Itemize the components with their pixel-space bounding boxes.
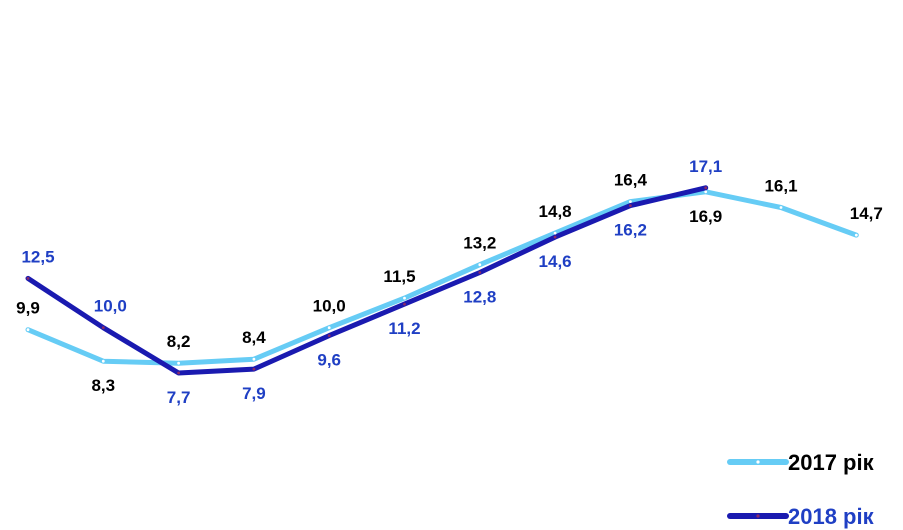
data-label-1-6: 12,8	[463, 288, 496, 307]
series-line-2017-рік	[25, 189, 859, 366]
data-label-0-7: 14,8	[539, 202, 572, 221]
data-label-0-0: 9,9	[16, 299, 40, 318]
data-label-1-2: 7,7	[167, 388, 191, 407]
legend-item-2018: 2018 рік	[727, 504, 875, 529]
legend: 2017 рік 2018 рік	[727, 450, 875, 529]
data-label-1-3: 7,9	[242, 384, 266, 403]
data-point-1-0	[26, 277, 30, 280]
data-point-0-5	[403, 296, 406, 300]
data-point-0-1	[101, 359, 105, 363]
marker-layer	[26, 186, 858, 375]
data-point-0-11	[854, 233, 858, 237]
legend-label-2018: 2018 рік	[788, 504, 875, 529]
data-label-1-0: 12,5	[21, 247, 54, 266]
data-point-1-9	[704, 186, 708, 190]
data-point-1-7	[553, 235, 557, 239]
data-label-1-7: 14,6	[539, 252, 572, 271]
data-point-0-8	[629, 200, 632, 204]
data-point-0-10	[779, 206, 783, 209]
legend-item-2017: 2017 рік	[727, 450, 875, 475]
series-line-2018-рік	[25, 185, 709, 376]
data-label-1-9: 17,1	[689, 157, 722, 176]
data-label-1-1: 10,0	[94, 297, 127, 316]
data-point-0-3	[252, 357, 256, 361]
data-label-0-8: 16,4	[614, 171, 648, 190]
data-label-1-8: 16,2	[614, 221, 647, 240]
data-label-0-9: 16,9	[689, 207, 722, 226]
data-point-1-5	[403, 302, 406, 306]
data-point-1-2	[177, 371, 181, 375]
data-label-0-4: 10,0	[313, 297, 346, 316]
data-point-1-8	[629, 204, 632, 208]
data-label-0-3: 8,4	[242, 328, 266, 347]
data-point-1-1	[101, 326, 105, 330]
legend-marker-2018	[756, 514, 760, 518]
data-point-1-4	[327, 334, 331, 337]
data-point-0-4	[327, 326, 331, 330]
data-label-0-2: 8,2	[167, 332, 191, 351]
data-label-layer: 9,9 8,3 8,2 8,4 10,0 11,5 13,2 14,8 16,4 16,9 16,1…	[16, 157, 883, 407]
data-label-0-1: 8,3	[91, 376, 115, 395]
data-label-1-4: 9,6	[317, 351, 341, 370]
data-point-0-2	[177, 361, 181, 365]
data-point-0-6	[478, 263, 482, 267]
data-label-1-5: 11,2	[388, 319, 420, 338]
data-label-0-5: 11,5	[383, 267, 415, 286]
legend-marker-2017	[756, 460, 760, 464]
data-point-1-6	[478, 271, 482, 274]
data-point-0-0	[26, 328, 30, 332]
data-point-0-7	[553, 231, 557, 235]
data-point-0-9	[704, 190, 708, 194]
legend-label-2017: 2017 рік	[788, 450, 875, 475]
series-layer	[25, 185, 859, 376]
data-label-0-10: 16,1	[764, 177, 797, 196]
data-label-0-11: 14,7	[850, 204, 883, 223]
data-point-1-3	[252, 367, 256, 371]
data-label-0-6: 13,2	[463, 234, 496, 253]
